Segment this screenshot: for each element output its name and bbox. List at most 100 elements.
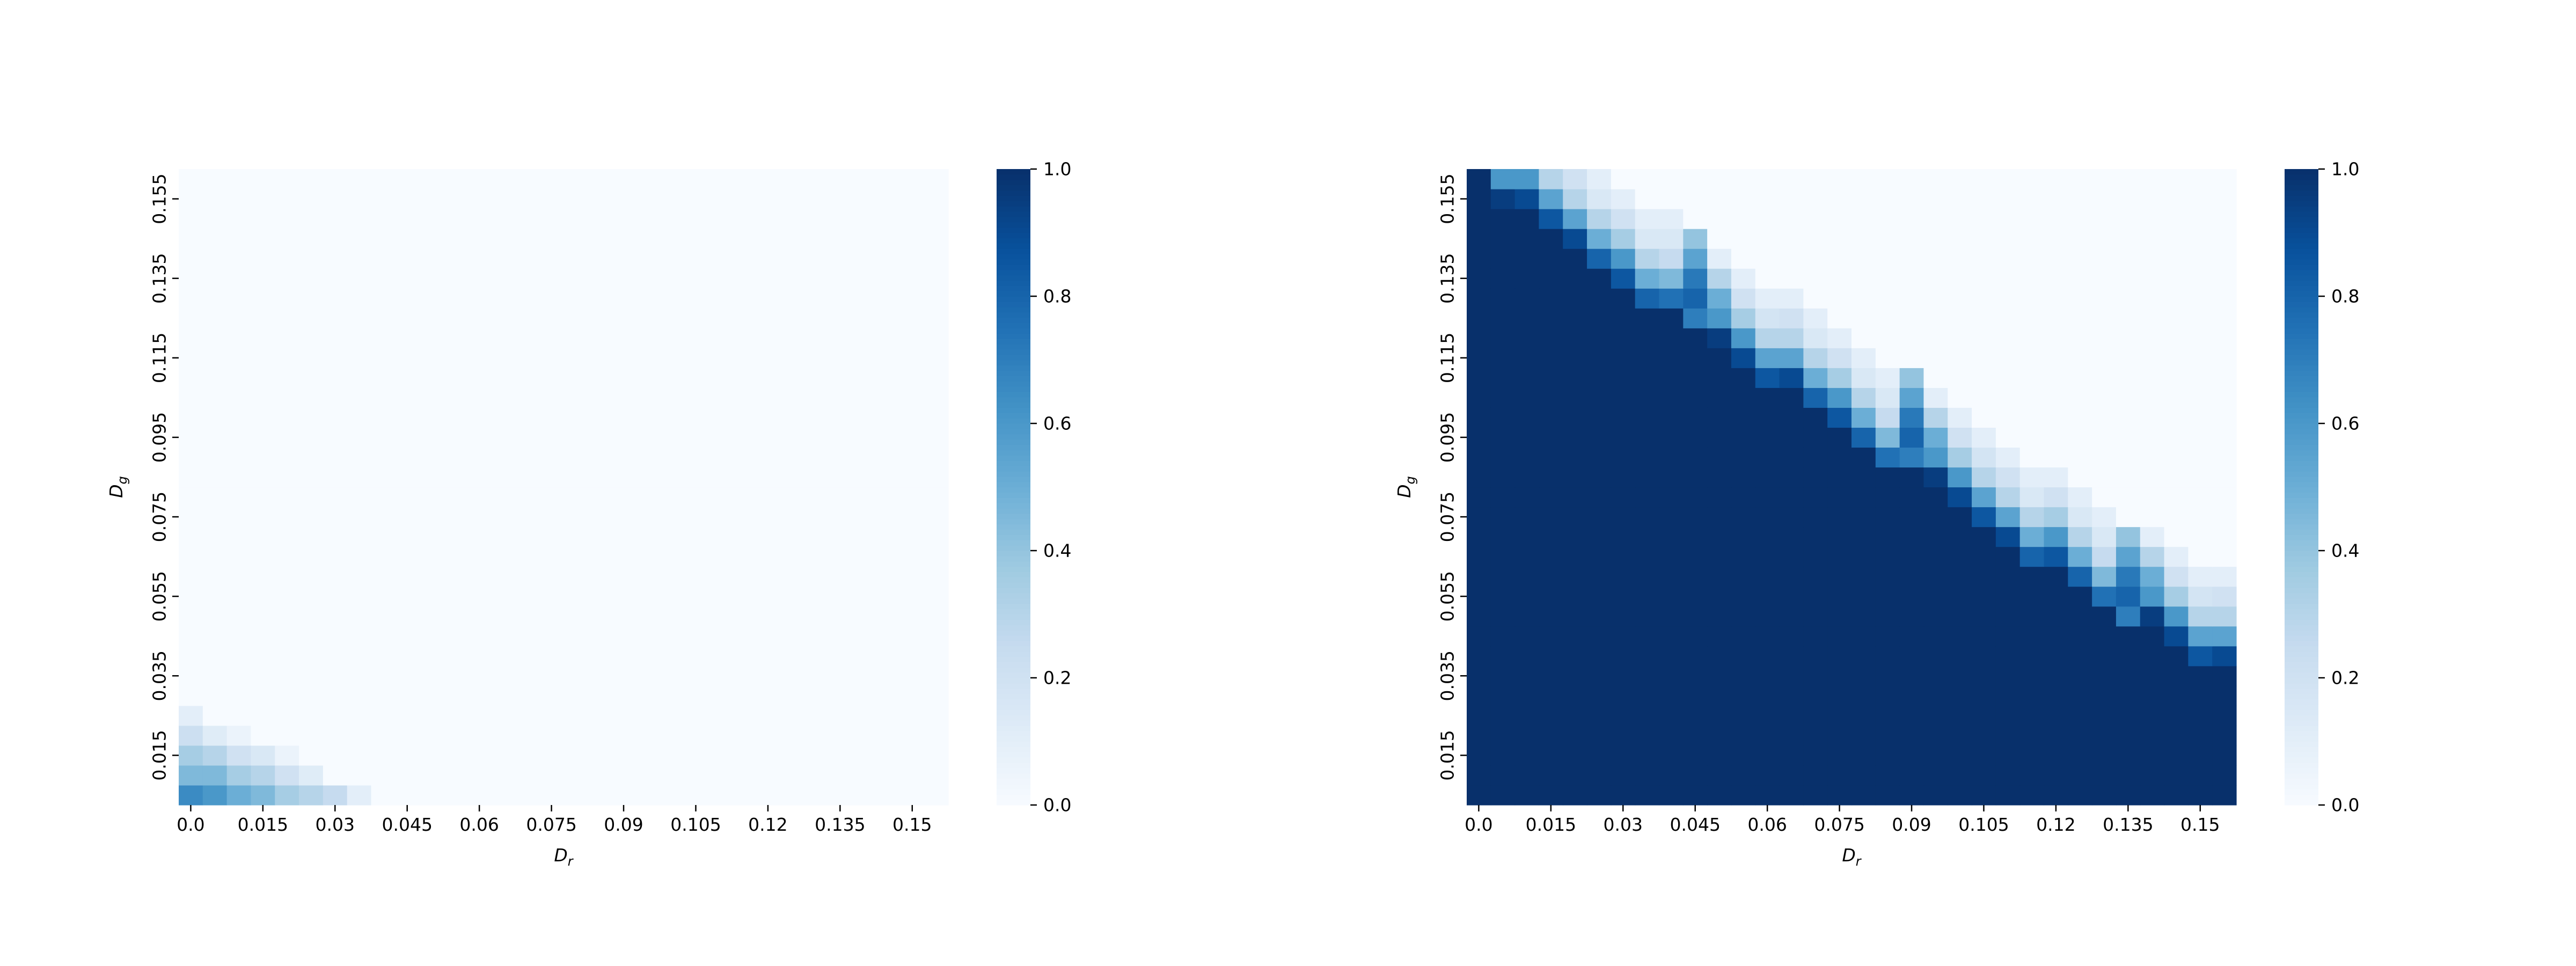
colorbar-segment: [2285, 656, 2318, 662]
heatmap-cell: [1755, 268, 1780, 289]
heatmap-cell: [491, 368, 516, 388]
heatmap-cell: [1731, 586, 1756, 607]
heatmap-cell: [1539, 725, 1563, 746]
heatmap-cell: [852, 487, 877, 508]
heatmap-cell: [1707, 387, 1732, 408]
heatmap-cell: [1563, 705, 1587, 726]
heatmap-cell: [2188, 407, 2213, 428]
heatmap-cell: [2092, 229, 2117, 249]
heatmap-cell: [202, 785, 228, 806]
heatmap-cell: [226, 308, 252, 328]
heatmap-cell: [1972, 646, 1996, 667]
heatmap-cell: [635, 566, 660, 587]
heatmap-cell: [587, 368, 612, 388]
heatmap-cell: [491, 546, 516, 567]
heatmap-cell: [587, 328, 612, 348]
heatmap-cell: [347, 467, 372, 488]
heatmap-cell: [1514, 665, 1540, 686]
heatmap-cell: [684, 665, 708, 686]
heatmap-cell: [1587, 566, 1612, 587]
colorbar-segment: [997, 640, 1030, 647]
heatmap-cell: [1923, 189, 1948, 209]
heatmap-cell: [1635, 705, 1660, 726]
heatmap-cell: [635, 546, 660, 567]
heatmap-cell: [226, 447, 252, 468]
colorbar-segment: [997, 365, 1030, 371]
heatmap-cell: [2044, 685, 2068, 706]
heatmap-cell: [611, 685, 636, 706]
colorbar-segment: [997, 662, 1030, 668]
heatmap-cell: [1635, 566, 1660, 587]
heatmap-cell: [1587, 626, 1612, 647]
heatmap-cell: [539, 268, 564, 289]
heatmap-cell: [707, 685, 733, 706]
x-tick-label: 0.045: [1670, 814, 1720, 835]
heatmap-cell: [1659, 308, 1684, 328]
heatmap-cell: [564, 546, 588, 567]
heatmap-cell: [347, 785, 372, 806]
heatmap-cell: [1611, 308, 1636, 328]
colorbar-segment: [997, 656, 1030, 662]
heatmap-cell: [2092, 586, 2117, 607]
heatmap-cell: [1972, 328, 1996, 348]
heatmap-cell: [371, 467, 396, 488]
heatmap-cell: [491, 606, 516, 627]
heatmap-cell: [491, 487, 516, 508]
heatmap-cell: [515, 447, 540, 468]
heatmap-cell: [1972, 308, 1996, 328]
heatmap-cell: [539, 387, 564, 408]
heatmap-cell: [2140, 308, 2165, 328]
heatmap-cell: [2044, 189, 2068, 209]
heatmap-cell: [1731, 665, 1756, 686]
heatmap-cell: [756, 785, 780, 806]
heatmap-cell: [900, 268, 925, 289]
heatmap-cell: [1467, 765, 1491, 786]
heatmap-cell: [251, 189, 275, 209]
heatmap-cell: [443, 248, 468, 269]
heatmap-cell: [1827, 387, 1852, 408]
heatmap-cell: [1467, 229, 1491, 249]
heatmap-cell: [1731, 328, 1756, 348]
heatmap-cell: [1923, 665, 1948, 686]
heatmap-cell: [828, 229, 853, 249]
heatmap-cell: [419, 546, 444, 567]
heatmap-cell: [852, 189, 877, 209]
y-tick-label: 0.035: [1437, 650, 1458, 701]
heatmap-cell: [371, 646, 396, 667]
heatmap-cell: [780, 665, 804, 686]
heatmap-cell: [202, 229, 228, 249]
colorbar-segment: [997, 450, 1030, 456]
heatmap-cell: [852, 765, 877, 786]
heatmap-cell: [1683, 745, 1708, 766]
heatmap-cell: [1611, 229, 1636, 249]
heatmap-cell: [1755, 447, 1780, 468]
heatmap-cell: [1827, 189, 1852, 209]
heatmap-cell: [2116, 288, 2141, 309]
heatmap-cell: [539, 745, 564, 766]
heatmap-cell: [202, 467, 228, 488]
heatmap-cell: [539, 646, 564, 667]
colorbar-segment: [2285, 730, 2318, 737]
heatmap-cell: [419, 507, 444, 528]
heatmap-cell: [251, 487, 275, 508]
heatmap-cell: [1635, 725, 1660, 746]
colorbar-segment: [2285, 752, 2318, 758]
heatmap-cell: [1948, 526, 1972, 547]
heatmap-cell: [1948, 566, 1972, 587]
heatmap-cell: [1490, 248, 1516, 269]
heatmap-cell: [804, 447, 829, 468]
heatmap-cell: [780, 566, 804, 587]
colorbar-segment: [2285, 577, 2318, 583]
colorbar-segment: [2285, 747, 2318, 752]
heatmap-cell: [371, 189, 396, 209]
colorbar-segment: [997, 201, 1030, 207]
heatmap-cell: [684, 427, 708, 448]
colorbar-segment: [2285, 603, 2318, 610]
heatmap-cell: [2188, 785, 2213, 806]
heatmap-cell: [1587, 328, 1612, 348]
heatmap-cell: [1490, 685, 1516, 706]
colorbar-segment: [2285, 614, 2318, 620]
heatmap-cell: [1803, 189, 1828, 209]
heatmap-cell: [251, 507, 275, 528]
heatmap-cell: [900, 745, 925, 766]
